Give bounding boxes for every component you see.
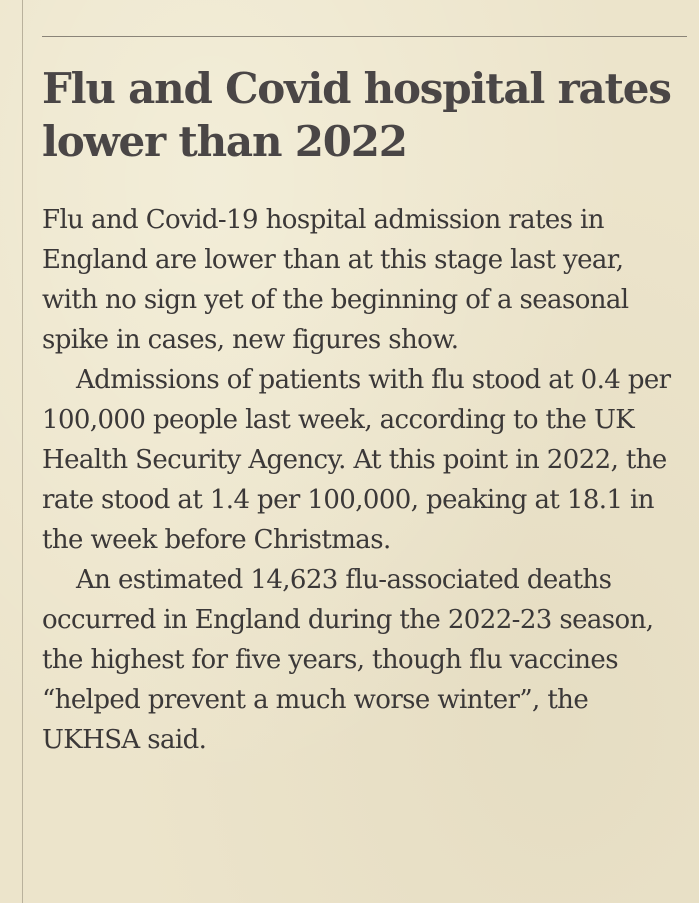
column-divider [22,0,23,903]
paragraph-1: Flu and Covid-19 hospital admission rate… [42,205,629,355]
paragraph-3: An estimated 14,623 flu-associated death… [42,565,654,755]
article-body: Flu and Covid-19 hospital admission rate… [42,200,682,760]
top-divider [42,36,687,37]
paragraph-2: Admissions of patients with flu stood at… [42,365,671,555]
headline: Flu and Covid hospital rates lower than … [42,64,672,166]
